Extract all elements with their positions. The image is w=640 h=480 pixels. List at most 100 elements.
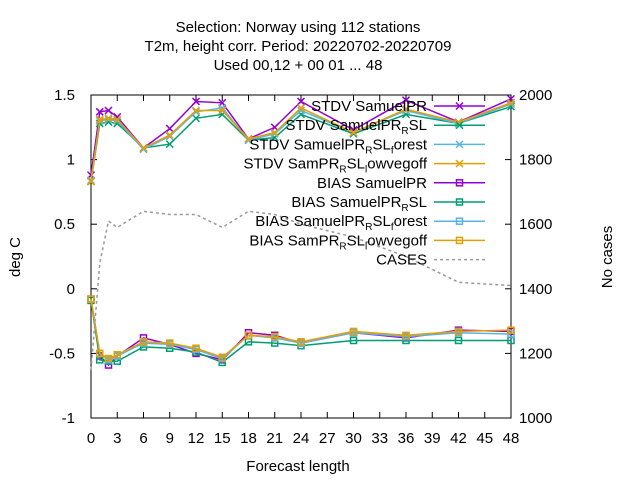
series-line xyxy=(90,210,512,370)
legend-item: STDV SamPRRSLlowvegoff xyxy=(244,156,485,176)
data-point xyxy=(95,107,104,116)
axes: 0 3 6 9 12 15 18 21 24 27 30 33 36 39 42 45 48-1-0.500.5… xyxy=(49,87,552,447)
data-point xyxy=(454,336,463,345)
legend-label: STDV SamPRRSLlowvegoff xyxy=(244,156,428,176)
legend-label: BIAS SamuelPR xyxy=(317,175,427,192)
legend-label: STDV SamuelPRRSL xyxy=(286,117,427,137)
title-line-3: Used 00,12 + 00 01 ... 48 xyxy=(214,57,383,74)
legend-marker xyxy=(455,159,464,168)
series-bias-samuelpr-rsl-forest xyxy=(87,295,515,364)
data-point xyxy=(506,98,516,107)
series-stdv-samuelpr xyxy=(86,94,516,180)
x-tick-label: 9 xyxy=(166,430,174,447)
data-point xyxy=(506,100,516,109)
data-point xyxy=(191,107,201,116)
legend-item: BIAS SamuelPRRSLforest xyxy=(255,213,485,233)
x-tick-label: 33 xyxy=(371,430,388,447)
x-tick-label: 0 xyxy=(87,430,95,447)
data-point xyxy=(139,343,148,351)
legend-marker xyxy=(455,140,464,149)
data-point xyxy=(296,97,306,106)
legend-label: BIAS SamuelPRRSLforest xyxy=(255,213,428,233)
data-point xyxy=(454,327,463,336)
x-tick-label: 48 xyxy=(503,430,520,447)
legend-label: CASES xyxy=(376,252,427,269)
y-tick-label: -1 xyxy=(62,410,75,427)
data-point xyxy=(104,106,113,115)
series-cases xyxy=(90,210,512,370)
x-tick-label: 21 xyxy=(266,430,283,447)
x-tick-label: 30 xyxy=(345,430,362,447)
y2-tick-label: 1200 xyxy=(519,345,552,362)
data-point xyxy=(113,350,121,359)
y2-tick-label: 1400 xyxy=(519,281,552,298)
legend-label: STDV SamuelPRRSLforest xyxy=(249,136,427,156)
data-point xyxy=(297,338,305,346)
x-tick-label: 36 xyxy=(398,430,415,447)
data-point xyxy=(349,128,358,137)
title-line-2: T2m, height corr. Period: 20220702-20220… xyxy=(145,38,452,55)
data-point xyxy=(139,143,148,153)
data-point xyxy=(218,358,226,367)
data-point xyxy=(349,327,358,336)
data-point xyxy=(165,140,174,149)
data-point xyxy=(104,354,113,363)
y2-tick-label: 2000 xyxy=(519,87,552,104)
x-tick-label: 15 xyxy=(214,430,231,447)
y-tick-label: -0.5 xyxy=(49,345,75,362)
chart-title: Selection: Norway using 112 stations T2m… xyxy=(145,19,452,74)
data-point xyxy=(139,334,148,342)
legend-marker xyxy=(455,236,464,245)
data-point xyxy=(104,115,113,124)
legend-label: BIAS SamuelPRRSL xyxy=(291,194,427,214)
data-point xyxy=(270,128,279,137)
legend-item: CASES xyxy=(376,252,485,269)
data-point xyxy=(86,177,96,186)
data-point xyxy=(192,344,200,352)
legend-label: BIAS SamPRRSLlowvegoff xyxy=(249,232,427,252)
x-tick-label: 27 xyxy=(319,430,336,447)
x-tick-label: 12 xyxy=(188,430,205,447)
data-point xyxy=(113,115,122,124)
data-point xyxy=(402,336,410,345)
x-tick-label: 24 xyxy=(293,430,310,447)
y-tick-label: 0.5 xyxy=(54,216,75,233)
series-bias-sampr-rsl-lowvegoff xyxy=(87,295,515,363)
x-tick-label: 45 xyxy=(476,430,493,447)
legend-item: BIAS SamuelPRRSL xyxy=(291,194,485,214)
y2-tick-label: 1800 xyxy=(519,152,552,169)
data-point xyxy=(401,105,411,114)
data-point xyxy=(191,106,201,115)
legend-marker xyxy=(455,217,464,225)
x-tick-label: 39 xyxy=(424,430,441,447)
x-tick-label: 6 xyxy=(139,430,147,447)
data-point xyxy=(165,124,174,133)
data-point xyxy=(401,106,411,115)
data-point xyxy=(270,129,279,138)
data-point xyxy=(349,336,358,345)
data-point xyxy=(296,103,306,112)
legend-label: STDV SamuelPR xyxy=(311,98,427,115)
data-point xyxy=(96,349,104,358)
x-tick-label: 42 xyxy=(450,430,467,447)
x-tick-label: 3 xyxy=(113,430,121,447)
series-line xyxy=(90,298,512,360)
y-axis-label: deg C xyxy=(7,237,24,277)
data-point xyxy=(507,330,515,338)
legend-marker xyxy=(455,121,464,130)
y-tick-label: 1.5 xyxy=(54,87,75,104)
series-stdv-sampr-rsl-lowvegoff xyxy=(86,98,516,186)
data-point xyxy=(507,326,515,334)
y-tick-label: 0 xyxy=(67,281,75,298)
data-point xyxy=(191,97,201,106)
legend-marker xyxy=(455,179,464,187)
data-point xyxy=(271,332,279,341)
y-tick-label: 1 xyxy=(67,152,75,169)
data-point xyxy=(165,131,174,140)
legend-item: STDV SamuelPRRSLforest xyxy=(249,136,485,156)
legend-item: STDV SamuelPRRSL xyxy=(286,117,485,137)
data-point xyxy=(104,114,113,123)
data-point xyxy=(165,132,174,141)
